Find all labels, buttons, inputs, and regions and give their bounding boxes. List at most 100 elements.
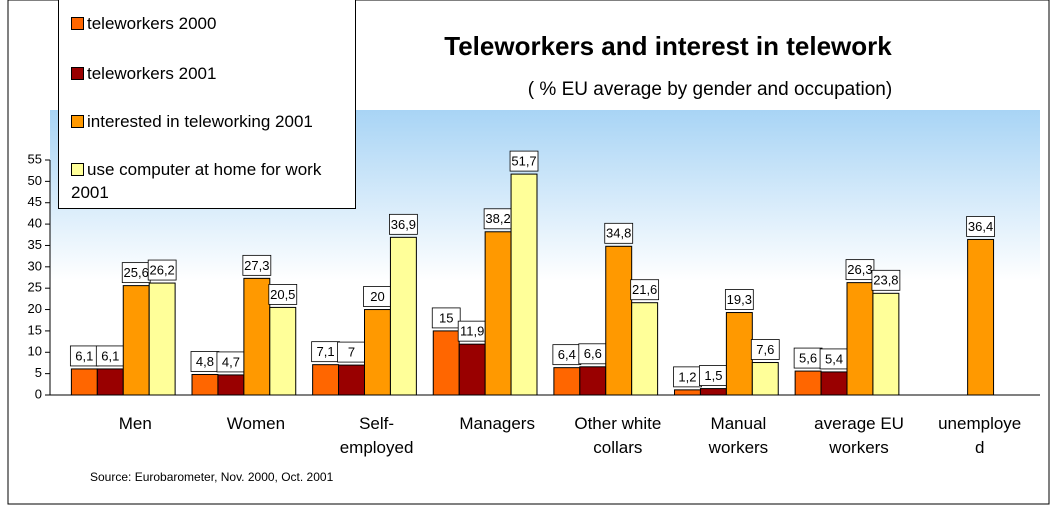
value-label: 19,3 xyxy=(727,292,752,307)
legend-swatch xyxy=(71,67,84,80)
bar xyxy=(820,371,848,396)
bar xyxy=(553,367,581,396)
legend-label: interested in teleworking 2001 xyxy=(87,112,313,131)
chart-subtitle: ( % EU average by gender and occupation) xyxy=(528,79,892,100)
x-tick-label: Other white collars xyxy=(574,414,661,457)
value-label: 34,8 xyxy=(606,226,631,241)
legend-entry: teleworkers 2000 xyxy=(71,12,351,35)
legend-entry: teleworkers 2001 xyxy=(71,62,351,85)
x-tick-line: workers xyxy=(708,438,769,457)
bar xyxy=(122,285,150,396)
bar xyxy=(751,362,779,396)
value-label: 20 xyxy=(370,289,384,304)
bar xyxy=(725,312,753,396)
value-label: 7,1 xyxy=(317,344,335,359)
y-tick-label: 30 xyxy=(28,258,42,273)
value-label: 25,6 xyxy=(124,265,149,280)
y-tick-label: 45 xyxy=(28,194,42,209)
bar xyxy=(312,364,340,396)
bar xyxy=(148,282,176,396)
bar xyxy=(432,330,460,396)
bar xyxy=(269,306,297,396)
value-label: 1,5 xyxy=(704,368,722,383)
bar xyxy=(338,364,365,396)
y-tick-label: 25 xyxy=(28,280,42,295)
value-label: 6,1 xyxy=(75,348,93,363)
bar xyxy=(699,388,727,396)
value-label: 7 xyxy=(348,345,355,360)
value-label: 26,3 xyxy=(847,262,872,277)
bar xyxy=(217,374,245,396)
value-label: 51,7 xyxy=(511,154,536,169)
bar xyxy=(794,370,822,396)
y-tick-label: 50 xyxy=(28,173,42,188)
x-tick-line: unemploye xyxy=(938,414,1021,433)
legend-entry: use computer at home for work 2001 xyxy=(71,158,351,204)
bar xyxy=(846,282,874,396)
x-tick-line: workers xyxy=(828,438,889,457)
value-label-box xyxy=(724,289,754,310)
value-label-box xyxy=(966,216,995,237)
y-tick-label: 15 xyxy=(28,322,42,337)
y-tick-label: 40 xyxy=(28,216,42,231)
legend-label: use computer at home for work 2001 xyxy=(71,160,322,202)
value-label: 4,8 xyxy=(196,354,214,369)
x-tick-line: employed xyxy=(340,438,414,457)
x-tick-line: Women xyxy=(227,414,285,433)
bar xyxy=(458,343,486,396)
value-label-box xyxy=(242,254,272,276)
value-label: 38,2 xyxy=(485,211,510,226)
value-label: 11,9 xyxy=(460,324,484,339)
value-label: 21,6 xyxy=(632,282,657,297)
value-label: 36,9 xyxy=(391,217,416,232)
value-label: 36,4 xyxy=(968,219,993,234)
x-tick-label: unemploye d xyxy=(938,414,1021,457)
value-label: 26,2 xyxy=(149,262,174,277)
bar xyxy=(872,292,900,396)
bar xyxy=(364,309,391,396)
value-label-box xyxy=(431,307,461,329)
value-label-box xyxy=(509,150,539,172)
y-tick-label: 5 xyxy=(35,365,42,380)
value-label: 5,4 xyxy=(825,351,843,366)
bar xyxy=(70,368,98,396)
x-tick-line: Men xyxy=(119,414,152,433)
chart-title: Teleworkers and interest in telework xyxy=(444,31,892,61)
x-tick-line: d xyxy=(975,438,984,457)
value-label: 27,3 xyxy=(244,258,269,273)
source-note: Source: Eurobarometer, Nov. 2000, Oct. 2… xyxy=(90,470,334,484)
legend: teleworkers 2000 teleworkers 2001 interest… xyxy=(58,0,356,209)
x-tick-line: Self- xyxy=(359,414,394,433)
x-tick-label: Women xyxy=(227,414,285,433)
y-tick-label: 55 xyxy=(28,151,42,166)
value-label: 1,2 xyxy=(678,369,696,384)
value-label-box xyxy=(147,259,177,281)
bar xyxy=(579,366,607,396)
bar xyxy=(191,373,219,396)
x-tick-label: average EU workers xyxy=(814,414,904,457)
legend-label: teleworkers 2000 xyxy=(87,14,217,33)
x-tick-line: Manual xyxy=(711,414,767,433)
x-tick-line: average EU xyxy=(814,414,904,433)
value-label: 20,5 xyxy=(270,287,295,302)
value-label: 4,7 xyxy=(222,354,240,369)
legend-label: teleworkers 2001 xyxy=(87,64,217,83)
value-label-box xyxy=(845,259,875,281)
value-label-box xyxy=(750,339,780,360)
value-label: 5,6 xyxy=(799,351,817,366)
y-tick-label: 35 xyxy=(28,237,42,252)
bar xyxy=(96,368,124,396)
y-tick-label: 20 xyxy=(28,301,42,316)
value-label: 7,6 xyxy=(756,342,774,357)
x-tick-label: Managers xyxy=(459,414,535,433)
value-label: 23,8 xyxy=(873,273,898,288)
value-label-box xyxy=(389,213,418,235)
bar xyxy=(510,173,538,396)
x-tick-line: Managers xyxy=(459,414,535,433)
value-label-box xyxy=(871,269,901,291)
value-label-box xyxy=(630,279,660,301)
bar xyxy=(389,236,417,396)
x-tick-label: Manual workers xyxy=(708,414,769,457)
bar xyxy=(605,245,633,396)
